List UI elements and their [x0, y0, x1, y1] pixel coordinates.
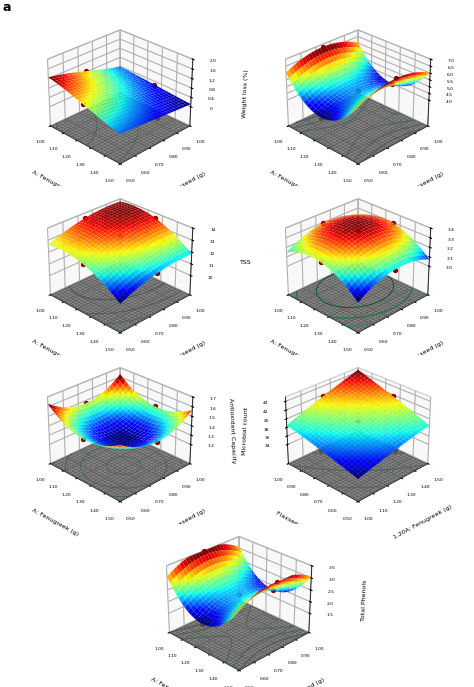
Y-axis label: B: Flaxseed (g): B: Flaxseed (g): [163, 171, 207, 198]
Text: a: a: [2, 1, 11, 14]
Y-axis label: B: Flaxseed (g): B: Flaxseed (g): [163, 508, 207, 535]
X-axis label: A: Fenugreek (g): A: Fenugreek (g): [31, 507, 80, 537]
X-axis label: 1.20A: Fenugreek (g): 1.20A: Fenugreek (g): [392, 504, 453, 540]
Y-axis label: Flaxseed (g): Flaxseed (g): [275, 510, 311, 533]
Y-axis label: B: Flaxseed (g): B: Flaxseed (g): [401, 339, 445, 367]
Y-axis label: B: Flaxseed (g): B: Flaxseed (g): [163, 339, 207, 367]
X-axis label: A: Fenugreek (g): A: Fenugreek (g): [31, 170, 80, 199]
X-axis label: A: Fenugreek (g): A: Fenugreek (g): [269, 339, 318, 368]
Y-axis label: B: Flaxseed (g): B: Flaxseed (g): [401, 171, 445, 198]
X-axis label: A: Fenugreek (g): A: Fenugreek (g): [150, 676, 199, 687]
Y-axis label: B: Flaxseed (g): B: Flaxseed (g): [282, 677, 326, 687]
X-axis label: A: Fenugreek (g): A: Fenugreek (g): [31, 339, 80, 368]
X-axis label: A: Fenugreek (g): A: Fenugreek (g): [269, 170, 318, 199]
